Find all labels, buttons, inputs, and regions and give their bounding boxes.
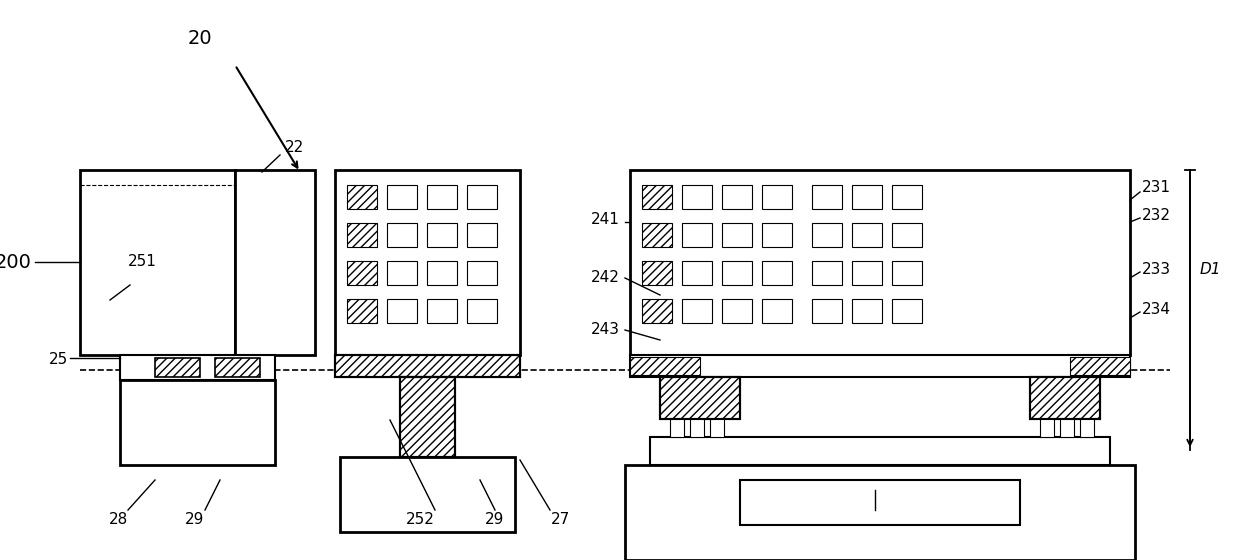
Bar (387, 223, 417, 247)
Bar (401, 377, 455, 457)
Text: 242: 242 (591, 270, 620, 286)
Bar (335, 355, 520, 377)
Bar (892, 299, 923, 323)
Text: 20: 20 (187, 29, 212, 48)
Text: 28: 28 (108, 512, 128, 528)
Bar (892, 223, 923, 247)
Text: 25: 25 (48, 352, 68, 367)
Bar (711, 419, 724, 437)
Text: 233: 233 (1142, 263, 1171, 278)
Bar (236, 170, 315, 355)
Bar (892, 261, 923, 285)
Bar (852, 261, 882, 285)
Bar (682, 223, 712, 247)
Bar (722, 185, 751, 209)
Text: 29: 29 (185, 512, 205, 528)
Bar (892, 185, 923, 209)
Bar (630, 355, 1130, 377)
Bar (427, 299, 458, 323)
Bar (1040, 419, 1054, 437)
Bar (335, 170, 520, 355)
Bar (1070, 357, 1130, 375)
Bar (467, 261, 497, 285)
Bar (347, 223, 377, 247)
Bar (682, 185, 712, 209)
Bar (467, 299, 497, 323)
Bar (630, 357, 701, 375)
Text: 29: 29 (485, 512, 505, 528)
Bar (660, 377, 740, 419)
Bar (427, 185, 458, 209)
Text: 26: 26 (866, 512, 884, 528)
Text: 252: 252 (405, 512, 434, 528)
Bar (812, 299, 842, 323)
Bar (812, 185, 842, 209)
Text: 234: 234 (1142, 302, 1171, 318)
Bar (120, 355, 275, 380)
Bar (630, 170, 1130, 355)
Bar (340, 457, 515, 532)
Bar (722, 299, 751, 323)
Text: 27: 27 (551, 512, 569, 528)
Bar (427, 223, 458, 247)
Bar (625, 465, 1135, 560)
Bar (689, 419, 704, 437)
Bar (467, 223, 497, 247)
Text: 231: 231 (1142, 180, 1171, 195)
Bar (1030, 377, 1100, 419)
Bar (740, 480, 1021, 525)
Text: 243: 243 (591, 323, 620, 338)
Text: 251: 251 (128, 254, 156, 269)
Text: 232: 232 (1142, 208, 1171, 222)
Bar (642, 261, 672, 285)
Bar (427, 261, 458, 285)
Bar (642, 299, 672, 323)
Bar (347, 261, 377, 285)
Bar (682, 299, 712, 323)
Bar (401, 377, 455, 457)
Bar (722, 261, 751, 285)
Bar (120, 380, 275, 465)
Bar (852, 223, 882, 247)
Bar (387, 185, 417, 209)
Bar (852, 185, 882, 209)
Bar (347, 299, 377, 323)
Bar (812, 261, 842, 285)
Bar (852, 299, 882, 323)
Bar (1060, 419, 1074, 437)
Bar (763, 261, 792, 285)
Bar (387, 261, 417, 285)
Bar (763, 223, 792, 247)
Bar (467, 185, 497, 209)
Bar (81, 170, 236, 355)
Bar (722, 223, 751, 247)
Bar (812, 223, 842, 247)
Bar (1080, 419, 1094, 437)
Text: 22: 22 (285, 141, 304, 156)
Bar (215, 358, 260, 377)
Bar (387, 299, 417, 323)
Bar (335, 355, 520, 377)
Text: 200: 200 (0, 253, 32, 272)
Bar (650, 437, 1110, 465)
Bar (682, 261, 712, 285)
Text: 241: 241 (591, 212, 620, 227)
Bar (155, 358, 200, 377)
Text: D1: D1 (1200, 263, 1221, 278)
Bar (670, 419, 684, 437)
Bar (1030, 377, 1100, 419)
Bar (763, 299, 792, 323)
Bar (763, 185, 792, 209)
Bar (660, 377, 740, 419)
Bar (642, 185, 672, 209)
Bar (642, 223, 672, 247)
Bar (347, 185, 377, 209)
